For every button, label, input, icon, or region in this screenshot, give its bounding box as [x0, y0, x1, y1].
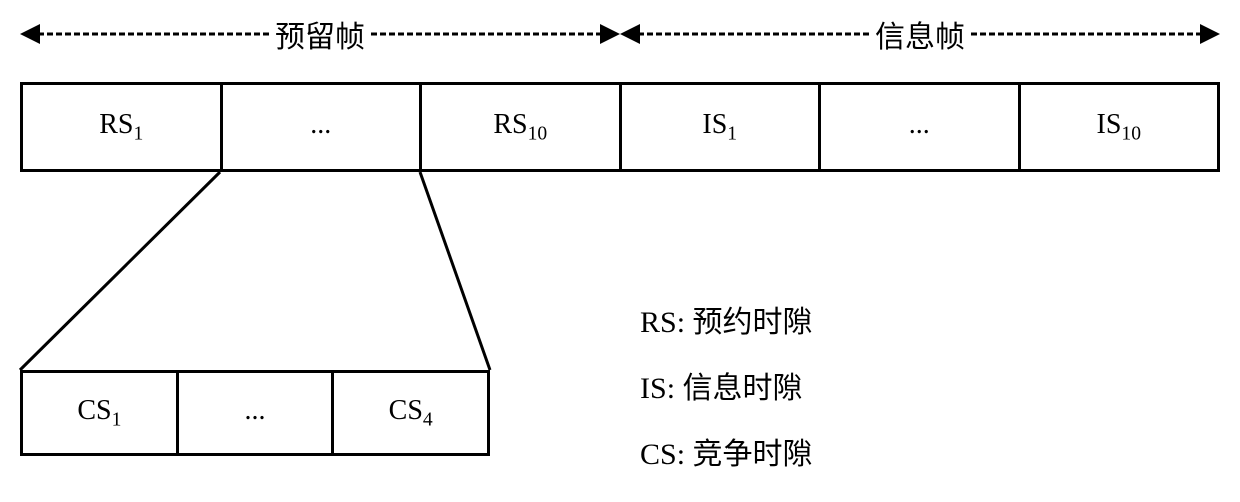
- cell-base: ...: [909, 109, 930, 140]
- legend-item-is: IS: 信息时隙: [640, 356, 813, 422]
- main-cell-is10: IS10: [1021, 85, 1218, 169]
- cell-sub: 10: [1121, 123, 1141, 144]
- cell-base: IS: [1097, 109, 1122, 140]
- header-row: 预留帧 信息帧: [20, 14, 1220, 54]
- main-cell-dots2: ...: [821, 85, 1021, 169]
- legend-item-rs: RS: 预约时隙: [640, 290, 813, 356]
- main-frame-row: RS1 ... RS10 IS1 ... IS10: [20, 82, 1220, 172]
- cell-base: ...: [245, 395, 266, 426]
- arrowhead-left-2: [620, 24, 640, 44]
- cell-base: RS: [99, 109, 133, 140]
- arrowhead-left-1: [20, 24, 40, 44]
- sub-cell-cs1: CS1: [23, 373, 179, 453]
- cell-sub: 1: [133, 123, 143, 144]
- legend-item-cs: CS: 竞争时隙: [640, 422, 813, 488]
- legend: RS: 预约时隙 IS: 信息时隙 CS: 竞争时隙: [640, 290, 813, 488]
- cell-base: CS: [389, 395, 423, 426]
- cell-sub: 4: [423, 409, 433, 430]
- main-cell-is1: IS1: [622, 85, 822, 169]
- arrowhead-right-1: [600, 24, 620, 44]
- diagram-canvas: 预留帧 信息帧 RS1 ... RS10 IS1 ... IS10: [0, 0, 1240, 502]
- legend-term: IS: [640, 372, 667, 405]
- legend-term: CS: [640, 438, 677, 471]
- sub-cell-cs4: CS4: [334, 373, 487, 453]
- main-cell-rs1: RS1: [23, 85, 223, 169]
- cell-sub: 10: [528, 123, 548, 144]
- main-cell-rs10: RS10: [422, 85, 622, 169]
- cell-sub: 1: [112, 409, 122, 430]
- header-left-label: 预留帧: [269, 12, 371, 56]
- legend-term: RS: [640, 306, 677, 339]
- header-right-label: 信息帧: [869, 12, 971, 56]
- cell-base: ...: [310, 109, 331, 140]
- legend-def: 信息时隙: [683, 372, 803, 405]
- cell-sub: 1: [727, 123, 737, 144]
- cell-base: RS: [493, 109, 527, 140]
- cell-base: IS: [702, 109, 727, 140]
- legend-def: 竞争时隙: [693, 438, 813, 471]
- legend-def: 预约时隙: [693, 306, 813, 339]
- header-left-segment: 预留帧: [20, 14, 620, 54]
- expansion-connector: [20, 172, 500, 372]
- main-cell-dots1: ...: [223, 85, 423, 169]
- sub-frame-row: CS1 ... CS4: [20, 370, 490, 456]
- header-right-segment: 信息帧: [620, 14, 1220, 54]
- arrowhead-right-2: [1200, 24, 1220, 44]
- sub-cell-dots: ...: [179, 373, 335, 453]
- cell-base: CS: [77, 395, 111, 426]
